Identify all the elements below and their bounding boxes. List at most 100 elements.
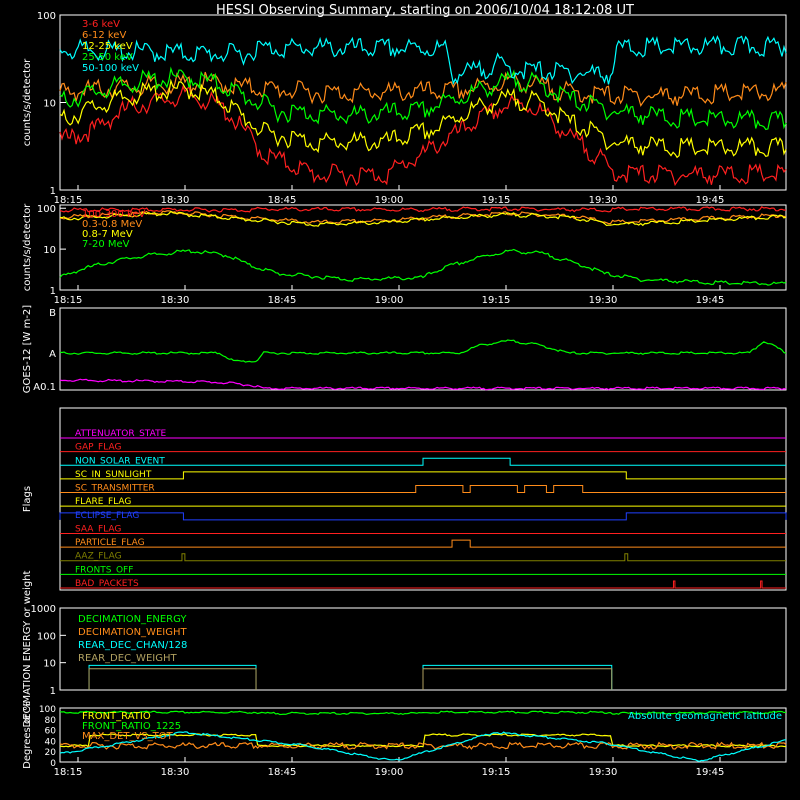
high-energy-series-line bbox=[59, 210, 787, 227]
low-energy-xtick-label: 19:30 bbox=[589, 195, 618, 206]
ratios-xtick-label: 19:00 bbox=[375, 767, 404, 778]
ratios-series-line bbox=[59, 741, 787, 750]
high-energy-series-line bbox=[59, 206, 787, 213]
high-energy-frame bbox=[59, 204, 787, 291]
ratios-ytick-label: 0 bbox=[50, 759, 56, 769]
low-energy-legend-entry: 50-100 keV bbox=[82, 63, 139, 74]
decimation-ytick-label: 1 bbox=[50, 686, 56, 697]
ratios-ytick-label: 80 bbox=[45, 716, 57, 726]
high-energy-legend-entry: 100-300 keV bbox=[82, 209, 146, 220]
flags-flag-label: NON_SOLAR_EVENT bbox=[75, 456, 165, 466]
ratios-ytick-label: 60 bbox=[45, 727, 57, 737]
high-energy-ylabel: counts/s/detector bbox=[22, 203, 33, 291]
figure-title: HESSI Observing Summary, starting on 200… bbox=[216, 3, 634, 18]
decimation-ytick-label: 10 bbox=[43, 659, 56, 670]
flags-flag-label: AAZ_FLAG bbox=[75, 552, 122, 562]
ratios-legend-entry: FRONT_RATIO_1225 bbox=[82, 721, 181, 732]
ratios-xtick-label: 19:30 bbox=[589, 767, 618, 778]
flags-flag-line bbox=[60, 580, 786, 589]
low-energy-xtick-label: 18:45 bbox=[268, 195, 297, 206]
flags-frame bbox=[59, 407, 787, 591]
panels-group: 18:15 18:30 18:45 19:00 19:15 19:30 19:4511010… bbox=[22, 11, 787, 778]
ratios-xtick-label: 19:45 bbox=[696, 767, 725, 778]
goes-series-line bbox=[59, 339, 787, 363]
flags-flag-label: ECLIPSE_FLAG bbox=[75, 511, 139, 521]
flags-flag-label: FRONTS_OFF bbox=[75, 565, 133, 575]
flags-flag-label: SC_IN_SUNLIGHT bbox=[75, 470, 152, 480]
goes-series-line bbox=[59, 378, 787, 391]
ratios-legend-entry: FRONT_RATIO bbox=[82, 711, 151, 722]
high-energy-xtick-label: 19:00 bbox=[375, 295, 404, 306]
decimation-series-segment bbox=[88, 668, 257, 690]
decimation-ylabel: DECIMATION ENERGY or weight bbox=[22, 570, 33, 727]
ratios-series-line bbox=[59, 731, 787, 762]
low-energy-ytick-label: 100 bbox=[37, 11, 56, 22]
ratios-series-line bbox=[59, 733, 786, 748]
low-energy-series-line bbox=[59, 84, 787, 187]
low-energy-legend-entry: 3-6 keV bbox=[82, 19, 120, 30]
ratios-xtick-label: 18:15 bbox=[54, 767, 83, 778]
flags-flag-line bbox=[60, 553, 786, 562]
ratios-ylabel: Degrees or % bbox=[22, 701, 33, 769]
high-energy-series-line bbox=[59, 248, 787, 286]
low-energy-series-line bbox=[59, 78, 787, 159]
high-energy-ytick-label: 100 bbox=[37, 204, 56, 215]
ratios-series-line bbox=[59, 710, 787, 716]
low-energy-series-line bbox=[59, 35, 787, 86]
low-energy-legend-entry: 25-50 keV bbox=[82, 52, 133, 63]
low-energy-legend-entry: 6-12 keV bbox=[82, 30, 126, 41]
flags-flag-line bbox=[60, 485, 786, 494]
high-energy-legend-entry: 7-20 MeV bbox=[82, 239, 130, 250]
low-energy-ylabel: counts/s/detector bbox=[22, 58, 33, 146]
goes-ytick-label: B bbox=[49, 308, 56, 319]
high-energy-ytick-label: 10 bbox=[43, 245, 56, 256]
decimation-legend-entry: DECIMATION_ENERGY bbox=[78, 614, 187, 625]
ratios-legend-entry: MAX_DET_VS_TOT bbox=[82, 731, 174, 742]
high-energy-xtick-label: 19:30 bbox=[589, 295, 618, 306]
decimation-legend-entry: REAR_DEC_CHAN/128 bbox=[78, 640, 187, 651]
decimation-series-segment bbox=[422, 668, 613, 690]
high-energy-legend-entry: 0.3-0.8 MeV bbox=[82, 219, 142, 230]
ratios-ytick-label: 40 bbox=[45, 737, 57, 747]
ratios-ytick-label: 20 bbox=[45, 748, 57, 758]
high-energy-xtick-label: 18:30 bbox=[161, 295, 190, 306]
flags-flag-line bbox=[60, 457, 786, 466]
flags-flag-label: SC_TRANSMITTER bbox=[75, 484, 155, 494]
low-energy-xtick-label: 18:30 bbox=[161, 195, 190, 206]
high-energy-xtick-label: 19:45 bbox=[696, 295, 725, 306]
low-energy-xtick-label: 19:00 bbox=[375, 195, 404, 206]
ratios-legend-entry: Absolute geomagnetic latitude bbox=[628, 711, 782, 722]
goes-frame bbox=[59, 307, 787, 391]
goes-ylabel: GOES-12 [W m-2] bbox=[22, 305, 33, 393]
low-energy-legend-entry: 12-25 keV bbox=[82, 41, 133, 52]
low-energy-series-line bbox=[59, 66, 787, 131]
ratios-xtick-label: 18:30 bbox=[161, 767, 190, 778]
flags-flag-label: BAD_PACKETS bbox=[75, 579, 139, 589]
flags-flag-line bbox=[60, 539, 786, 548]
low-energy-xtick-label: 19:15 bbox=[482, 195, 511, 206]
low-energy-series-line bbox=[59, 70, 787, 108]
flags-ylabel: Flags bbox=[22, 486, 33, 512]
decimation-legend-entry: REAR_DEC_WEIGHT bbox=[78, 653, 177, 664]
goes-ytick-label: A bbox=[49, 349, 56, 360]
high-energy-legend-entry: 0.8-7 MeV bbox=[82, 229, 133, 240]
flags-flag-line bbox=[60, 471, 786, 480]
ratios-xtick-label: 19:15 bbox=[482, 767, 511, 778]
ratios-frame bbox=[59, 707, 787, 763]
flags-flag-label: GAP_FLAG bbox=[75, 443, 121, 453]
low-energy-xtick-label: 18:15 bbox=[54, 195, 83, 206]
high-energy-xtick-label: 18:45 bbox=[268, 295, 297, 306]
low-energy-ytick-label: 10 bbox=[43, 99, 56, 110]
high-energy-ytick-label: 1 bbox=[50, 286, 56, 297]
ratios-xtick-label: 18:45 bbox=[268, 767, 297, 778]
flags-flag-label: PARTICLE_FLAG bbox=[75, 538, 145, 548]
ratios-ytick-label: 100 bbox=[39, 705, 56, 715]
flags-flag-label: FLARE_FLAG bbox=[75, 497, 131, 507]
flags-flag-label: ATTENUATOR_STATE bbox=[75, 429, 167, 439]
low-energy-ytick-label: 1 bbox=[50, 186, 56, 197]
decimation-ytick-label: 1000 bbox=[31, 604, 56, 615]
decimation-legend-entry: DECIMATION_WEIGHT bbox=[78, 627, 187, 638]
flags-flag-line bbox=[59, 512, 787, 521]
low-energy-xtick-label: 19:45 bbox=[696, 195, 725, 206]
